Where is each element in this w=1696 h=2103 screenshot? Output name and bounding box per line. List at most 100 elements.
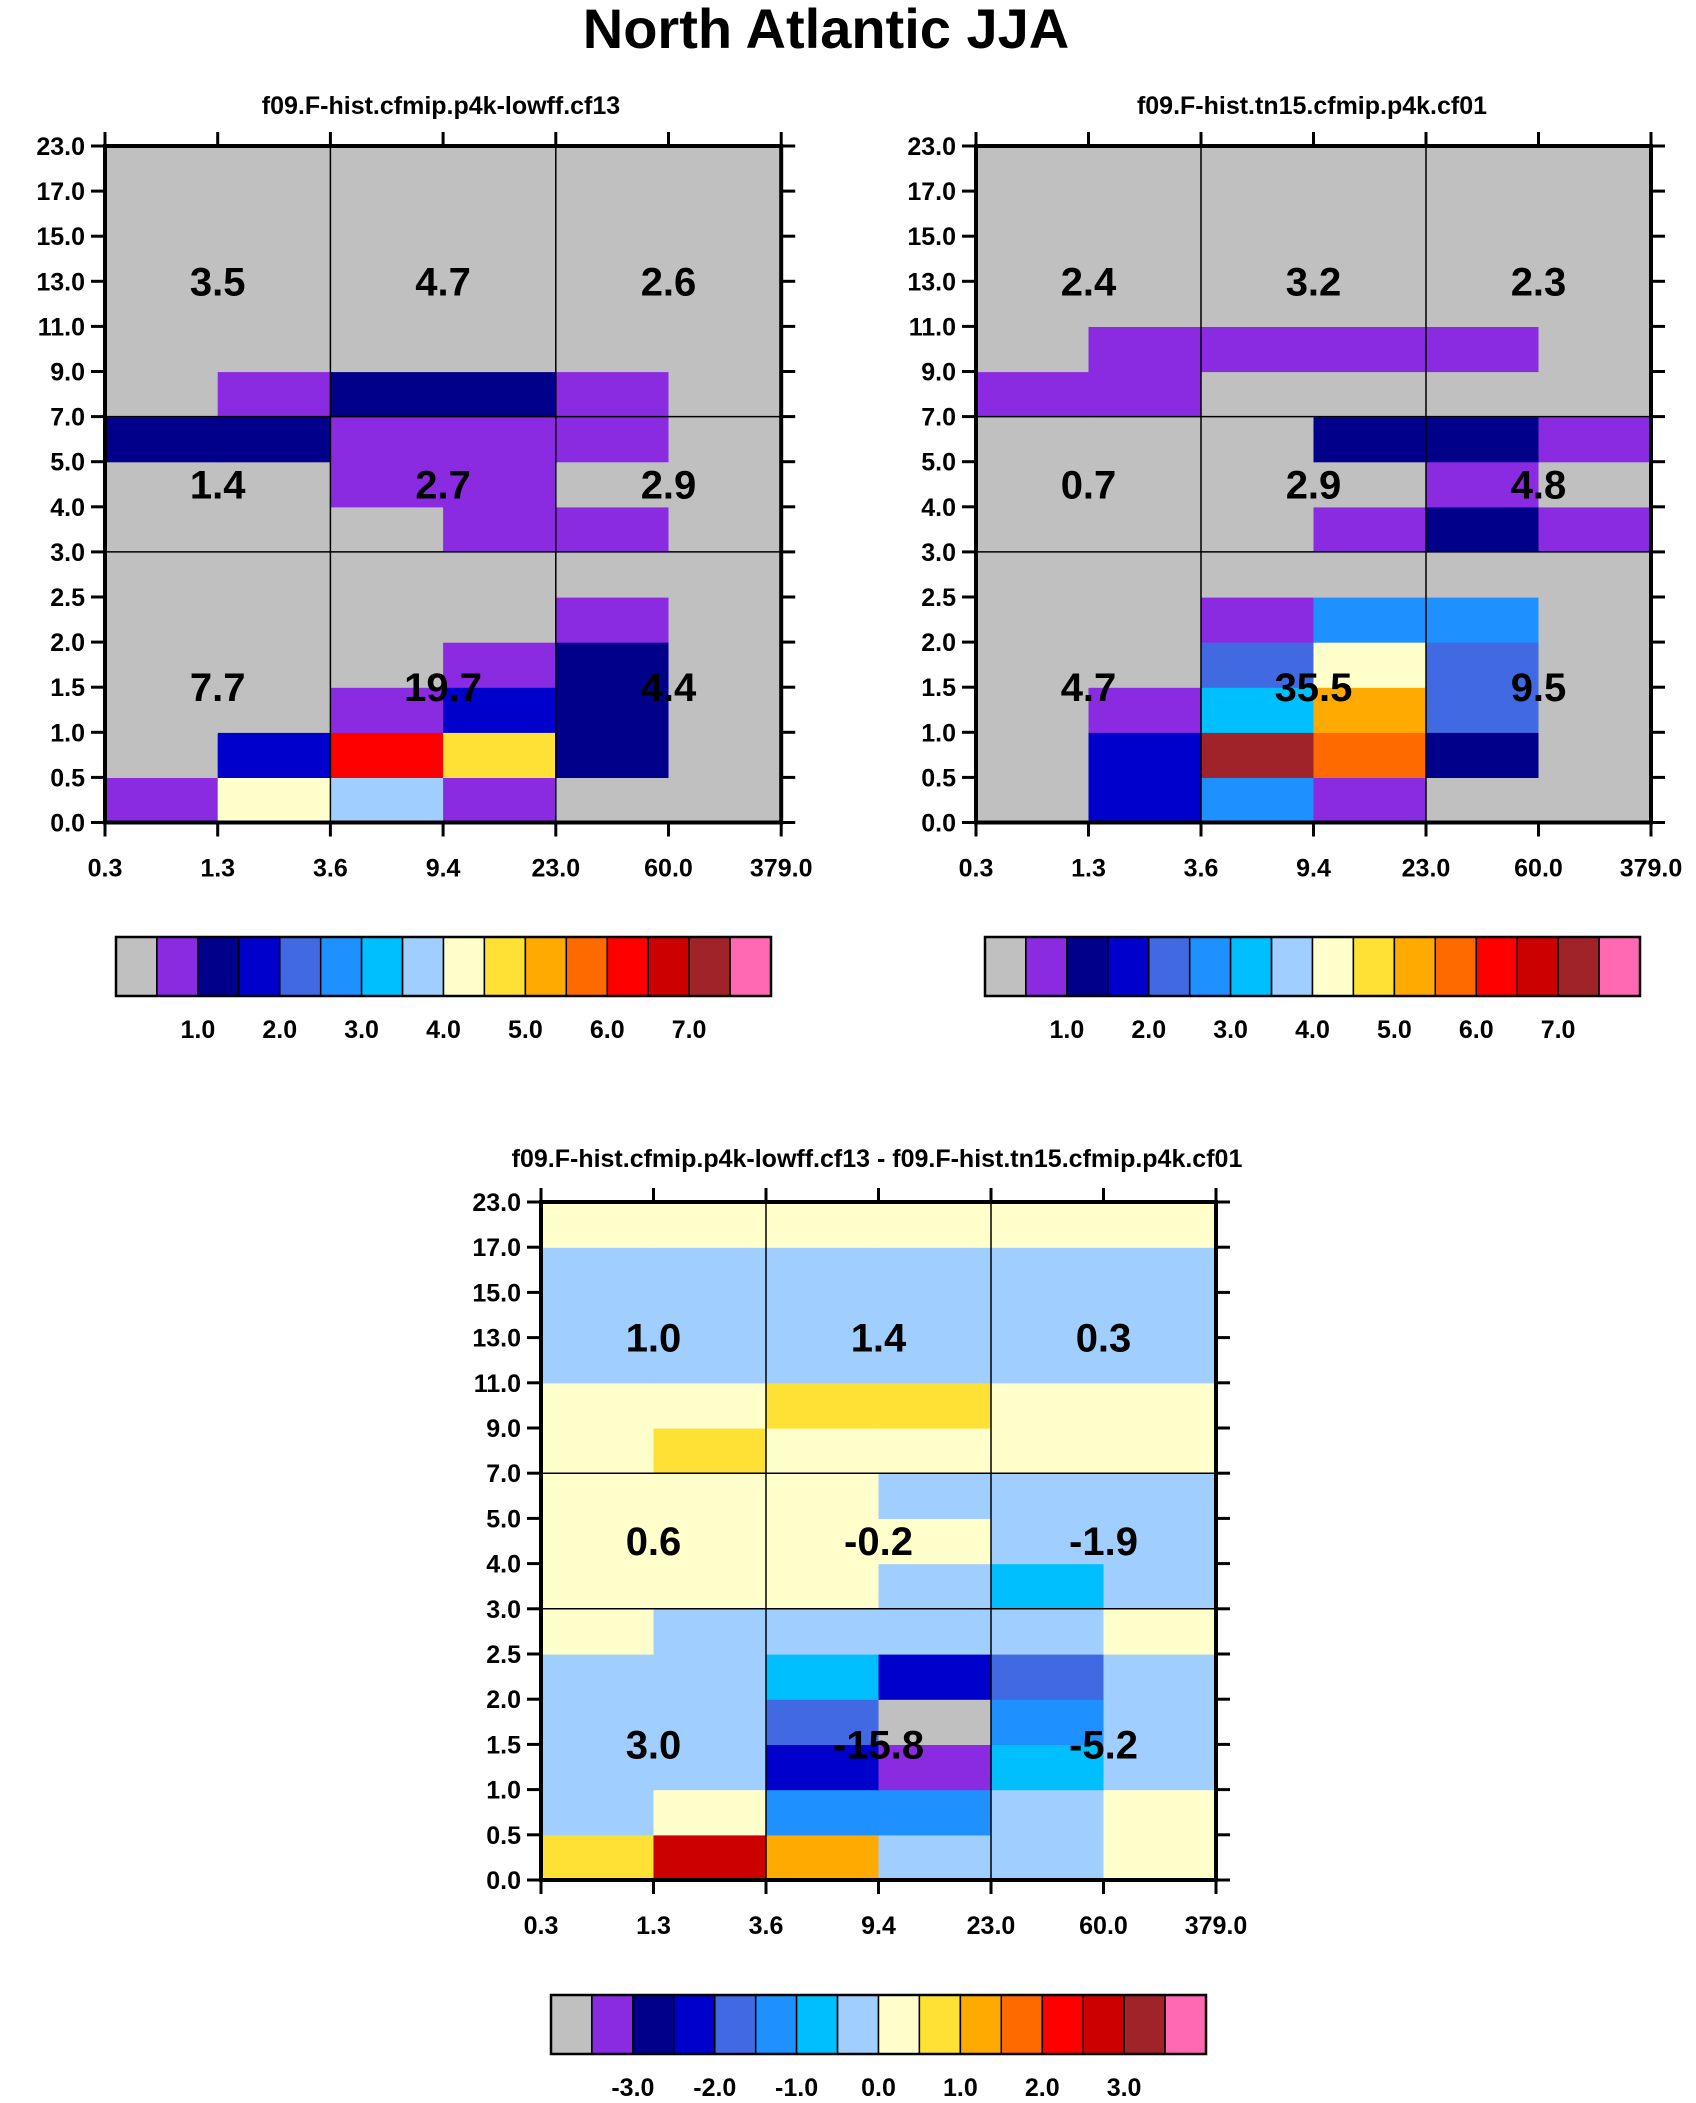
histogram-cell: [653, 1247, 767, 1293]
histogram-cell: [1103, 1563, 1217, 1610]
colorbar-box: [115, 936, 158, 997]
histogram-cell: [766, 1518, 880, 1565]
x-tick-label: 9.4: [426, 855, 461, 883]
colorbar-box: [483, 936, 527, 997]
histogram-cell: [766, 1608, 880, 1655]
histogram-cell: [541, 1699, 655, 1745]
histogram-cell: [766, 1699, 880, 1745]
colorbar-box: [1598, 936, 1641, 997]
histogram-cell: [668, 191, 782, 237]
y-tick-label: 9.0: [486, 1415, 521, 1443]
histogram-cell: [1313, 416, 1427, 463]
histogram-cell: [1103, 1382, 1217, 1429]
histogram-cell: [1201, 416, 1315, 463]
histogram-cell: [668, 506, 782, 553]
histogram-cell: [976, 687, 1090, 733]
colorbar-box: [632, 1994, 675, 2055]
histogram-cell: [443, 687, 557, 733]
histogram-cell: [766, 1744, 880, 1791]
histogram-cell: [976, 191, 1090, 237]
histogram-cell: [330, 687, 444, 733]
histogram-cell: [541, 1608, 655, 1655]
histogram-cell: [330, 236, 444, 282]
x-tick-label: 1.3: [1071, 855, 1106, 883]
histogram-cell: [330, 326, 444, 373]
summary-value: 4.8: [1511, 463, 1567, 507]
x-tick-label: 379.0: [1620, 855, 1683, 883]
histogram-cell: [668, 326, 782, 373]
histogram-cell: [1538, 281, 1652, 327]
summary-value: -5.2: [1069, 1723, 1138, 1767]
y-axis: 0.0 0.5 1.0 1.5 2.0 2.5 3.0 4.0 5.0 7.0 9.0 11.0 13.…: [472, 1189, 1230, 1895]
histogram-cell: [541, 1428, 655, 1474]
x-axis: 0.3 1.3 3.6 9.4 23.0 60.0 379.0: [88, 132, 812, 883]
histogram-cell: [991, 1202, 1105, 1248]
y-tick-label: 4.0: [921, 494, 956, 522]
histogram-cell: [976, 146, 1090, 192]
histogram-cells: [541, 1202, 1217, 1881]
histogram-cell: [668, 597, 782, 643]
histogram-cell: [217, 236, 331, 282]
y-tick-label: 2.5: [50, 584, 85, 612]
histogram-cell: [330, 281, 444, 327]
colorbar-tick-label: 2.0: [1025, 2074, 1060, 2102]
histogram-cell: [668, 416, 782, 463]
histogram-cell: [1088, 191, 1202, 237]
histogram-cell: [217, 326, 331, 373]
y-tick-label: 4.0: [486, 1551, 521, 1579]
summary-value: -1.9: [1069, 1520, 1138, 1564]
histogram-cell: [991, 1473, 1105, 1519]
histogram-cell: [766, 1292, 880, 1339]
y-tick-label: 0.0: [486, 1867, 521, 1895]
colorbar-box: [1557, 936, 1600, 997]
histogram-cell: [1088, 281, 1202, 327]
histogram-cell: [766, 1834, 880, 1881]
histogram-cell: [443, 416, 557, 463]
histogram-cell: [976, 642, 1090, 688]
histogram-cell: [878, 1789, 992, 1836]
summary-value: 3.0: [626, 1723, 682, 1767]
histogram-cell: [878, 1563, 992, 1610]
histogram-cell: [1313, 732, 1427, 778]
histogram-cell: [878, 1608, 992, 1655]
histogram-cell: [330, 777, 444, 824]
colorbar-box: [959, 1994, 1003, 2055]
histogram-cell: [878, 1337, 992, 1384]
summary-value: -15.8: [833, 1723, 924, 1767]
colorbar-box: [156, 936, 199, 997]
histogram-cell: [1313, 642, 1427, 688]
histogram-cell: [330, 551, 444, 598]
colorbar-box: [836, 1994, 880, 2055]
summary-value: 0.3: [1076, 1317, 1132, 1361]
histogram-cell: [555, 191, 670, 237]
histogram-cell: [653, 1834, 767, 1881]
y-tick-label: 1.5: [50, 674, 85, 702]
histogram-cell: [1201, 642, 1315, 688]
colorbar-tick-label: 2.0: [1131, 1016, 1166, 1044]
colorbar-box: [1229, 936, 1273, 997]
colorbar-box: [279, 936, 322, 997]
histogram-cell: [976, 371, 1090, 418]
histogram-cell: [105, 371, 219, 418]
histogram-cell: [105, 461, 219, 508]
histogram-cell: [1538, 461, 1652, 508]
histogram-cell: [1313, 371, 1427, 418]
y-tick-label: 0.5: [921, 764, 956, 792]
histogram-cell: [1538, 551, 1652, 598]
colorbar-box: [1475, 936, 1518, 997]
colorbar-tick-label: 5.0: [1377, 1016, 1412, 1044]
histogram-cell: [1426, 326, 1540, 373]
histogram-cell: [443, 371, 557, 418]
y-tick-label: 2.0: [921, 629, 956, 657]
histogram-cell: [105, 642, 219, 688]
y-tick-label: 2.0: [486, 1686, 521, 1714]
histogram-cell: [976, 416, 1090, 463]
histogram-cell: [217, 777, 331, 824]
summary-value: 1.4: [851, 1317, 907, 1361]
histogram-cell: [1538, 597, 1652, 643]
histogram-cell: [653, 1428, 767, 1474]
y-tick-label: 0.0: [50, 810, 85, 838]
histogram-cell: [976, 506, 1090, 553]
x-tick-label: 1.3: [636, 1912, 671, 1940]
histogram-cell: [1201, 191, 1315, 237]
